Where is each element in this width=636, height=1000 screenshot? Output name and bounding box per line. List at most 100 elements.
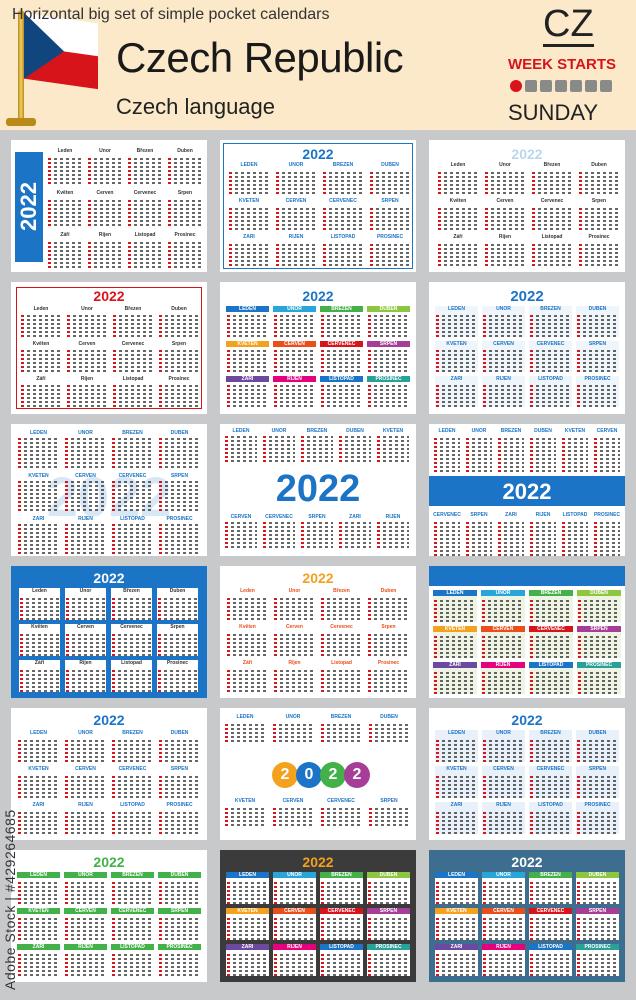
month-block: ČERVENEC bbox=[320, 798, 362, 826]
month-name: ÚNOR bbox=[496, 730, 511, 736]
month-block: DUBEN bbox=[368, 714, 410, 742]
month-sundays bbox=[274, 384, 277, 407]
month-name: ZÁŘÍ bbox=[226, 944, 269, 950]
month-sundays bbox=[18, 774, 21, 798]
month-block: LISTOPAD bbox=[320, 376, 363, 407]
month-days bbox=[530, 916, 571, 940]
month-sundays bbox=[577, 349, 580, 372]
month-name: ÚNOR bbox=[496, 306, 511, 312]
month-sundays bbox=[301, 522, 304, 548]
month-block: ZÁŘÍ bbox=[435, 376, 478, 407]
month-block: ŘÍJEN bbox=[482, 802, 525, 834]
month-block: DUBEN bbox=[158, 430, 201, 468]
country-code: CZ bbox=[543, 3, 594, 47]
month-block: ČERVENEC bbox=[111, 908, 154, 940]
month-sundays bbox=[168, 240, 171, 268]
month-sundays bbox=[18, 952, 21, 976]
month-block: Únor bbox=[66, 306, 108, 337]
month-sundays bbox=[159, 314, 162, 337]
month-days bbox=[436, 880, 477, 904]
month-block: ČERVENEC bbox=[111, 766, 154, 798]
month-block: Leden bbox=[437, 162, 479, 194]
month-days bbox=[321, 880, 362, 904]
month-sundays bbox=[436, 384, 439, 407]
month-sundays bbox=[466, 520, 469, 556]
month-name: PROSINEC bbox=[584, 376, 611, 382]
week-start-day: SUNDAY bbox=[508, 100, 599, 125]
month-name: KVĚTEN bbox=[226, 908, 269, 914]
card-year-title: 2022 bbox=[302, 570, 334, 586]
month-name: ČERVENEC bbox=[111, 908, 154, 914]
month-sundays bbox=[20, 596, 23, 620]
month-sundays bbox=[48, 156, 51, 184]
month-days bbox=[339, 436, 371, 462]
month-sundays bbox=[112, 738, 115, 762]
month-days bbox=[18, 481, 59, 511]
month-sundays bbox=[579, 242, 582, 266]
month-sundays bbox=[225, 522, 228, 548]
month-name: Září bbox=[242, 660, 253, 666]
month-name: Únor bbox=[288, 588, 301, 594]
month-days bbox=[321, 916, 362, 940]
month-block: LEDEN bbox=[433, 428, 461, 472]
month-days bbox=[368, 596, 409, 620]
month-name: KVĚTEN bbox=[433, 626, 477, 632]
month-sundays bbox=[65, 916, 68, 940]
month-days bbox=[113, 314, 153, 337]
month-block: Červenec bbox=[320, 624, 363, 656]
month-sundays bbox=[434, 436, 437, 472]
month-days bbox=[112, 810, 153, 834]
month-name: ŘÍJEN bbox=[64, 944, 107, 950]
month-block: Červenec bbox=[112, 341, 154, 372]
month-sundays bbox=[530, 349, 533, 372]
month-block: SRPEN bbox=[158, 766, 201, 798]
month-block: ÚNOR bbox=[262, 428, 296, 462]
month-sundays bbox=[594, 520, 597, 556]
month-block: DUBEN bbox=[576, 730, 619, 762]
month-days bbox=[274, 916, 315, 940]
month-days bbox=[482, 670, 524, 694]
card-year-title: 2022 bbox=[15, 152, 43, 262]
weekday-dot-active bbox=[510, 80, 522, 92]
month-sundays bbox=[65, 880, 68, 904]
flag-pole bbox=[18, 10, 24, 122]
month-days bbox=[112, 916, 153, 940]
month-sundays bbox=[20, 668, 23, 692]
month-block: ČERVEN bbox=[64, 473, 107, 511]
month-sundays bbox=[227, 349, 230, 372]
month-name: Únor bbox=[99, 148, 111, 154]
month-days bbox=[530, 349, 571, 372]
month-block: ZÁŘÍ bbox=[226, 376, 269, 407]
month-name: Březen bbox=[543, 162, 561, 168]
month-block: Červen bbox=[65, 624, 106, 656]
month-block: ŘÍJEN bbox=[275, 234, 317, 266]
month-block: Květen bbox=[47, 190, 83, 226]
month-days bbox=[159, 880, 200, 904]
weekday-dot bbox=[570, 80, 582, 92]
month-block: Červenec bbox=[127, 190, 163, 226]
month-block: ZÁŘÍ bbox=[17, 802, 60, 834]
month-days bbox=[368, 349, 409, 372]
month-days bbox=[159, 774, 200, 798]
month-sundays bbox=[321, 916, 324, 940]
month-block: ČERVENEC bbox=[262, 514, 296, 548]
month-name: ČERVENEC bbox=[320, 908, 363, 914]
month-sundays bbox=[530, 314, 533, 337]
month-sundays bbox=[578, 598, 581, 622]
month-name: Květen bbox=[56, 190, 74, 196]
month-name: KVĚTEN bbox=[17, 908, 60, 914]
month-days bbox=[65, 438, 106, 468]
month-sundays bbox=[159, 810, 162, 834]
month-days bbox=[276, 170, 316, 194]
month-days bbox=[67, 384, 107, 407]
card-year-title: 2022 bbox=[302, 854, 334, 870]
month-name: ČERVEN bbox=[493, 341, 514, 347]
month-block: ČERVEN bbox=[482, 908, 525, 940]
month-days bbox=[88, 198, 122, 226]
month-sundays bbox=[112, 916, 115, 940]
month-days bbox=[498, 436, 524, 472]
month-name: ČERVEN bbox=[482, 908, 525, 914]
month-sundays bbox=[483, 952, 486, 976]
month-name: LEDEN bbox=[438, 428, 456, 434]
month-sundays bbox=[158, 596, 161, 620]
